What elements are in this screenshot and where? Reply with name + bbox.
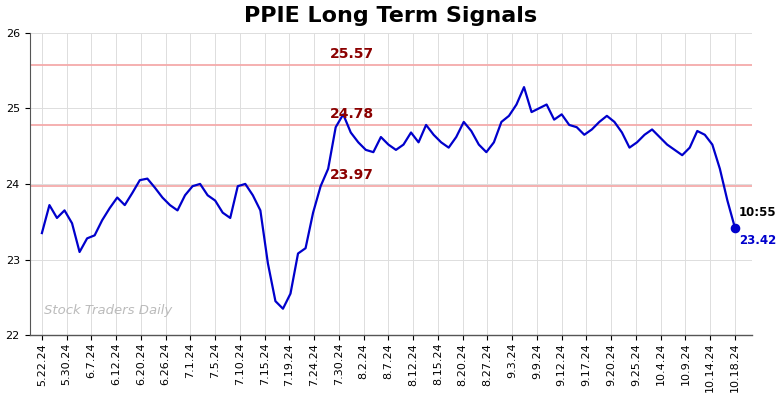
Point	[728, 224, 741, 231]
Text: 25.57: 25.57	[329, 47, 374, 61]
Text: 24.78: 24.78	[329, 107, 374, 121]
Text: 23.97: 23.97	[329, 168, 373, 182]
Text: 23.42: 23.42	[739, 234, 776, 247]
Text: 10:55: 10:55	[739, 206, 776, 219]
Title: PPIE Long Term Signals: PPIE Long Term Signals	[245, 6, 538, 25]
Text: Stock Traders Daily: Stock Traders Daily	[44, 304, 172, 317]
